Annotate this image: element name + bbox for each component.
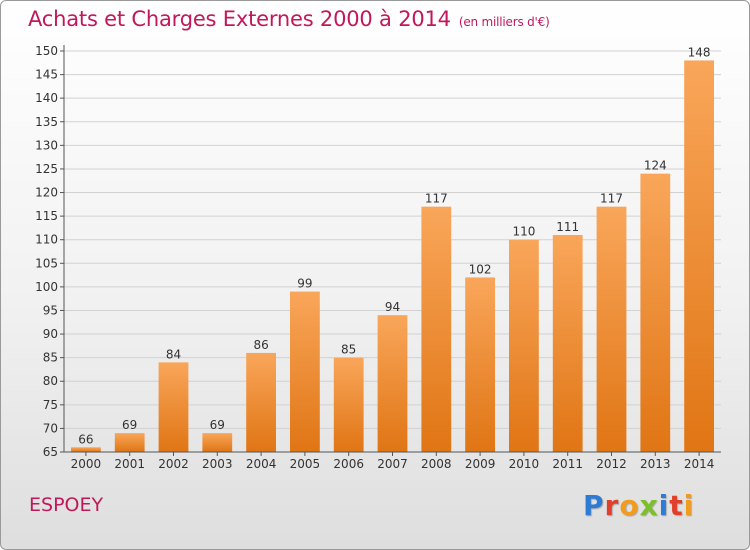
x-tick-label: 2009 (465, 457, 496, 471)
logo-letter: i (658, 489, 670, 522)
bar (333, 357, 364, 452)
bar-value-label: 117 (425, 192, 448, 206)
x-axis: 2000 2001 2002 2003 2004 2005 2006 2007 2008 2009… (64, 451, 721, 471)
bar (114, 433, 145, 452)
y-tick-label: 150 (35, 44, 58, 58)
bar (158, 362, 189, 452)
bar (640, 173, 671, 453)
bar-value-label: 66 (78, 432, 93, 446)
x-tick-label: 2002 (158, 457, 189, 471)
x-tick-label: 2001 (114, 457, 145, 471)
bar-value-label: 84 (166, 347, 181, 361)
logo-letter: t (669, 489, 684, 522)
logo-letter: o (619, 489, 640, 522)
y-tick-label: 110 (35, 233, 58, 247)
x-tick-label: 2005 (290, 457, 321, 471)
bar-value-label: 85 (341, 343, 356, 357)
bar (509, 239, 539, 452)
x-tick-label: 2013 (640, 457, 671, 471)
x-tick-label: 2007 (377, 457, 408, 471)
bars: 66 69 84 69 86 99 85 94 117 102 110 111 117 124 148 (71, 45, 714, 453)
logo-letter: x (639, 489, 659, 522)
bar-value-label: 69 (122, 418, 137, 432)
bar-value-label: 110 (512, 225, 535, 239)
y-tick-label: 130 (35, 138, 58, 152)
y-tick-label: 90 (43, 327, 58, 341)
y-tick-label: 140 (35, 91, 58, 105)
y-tick-label: 125 (35, 162, 58, 176)
y-tick-label: 100 (35, 280, 58, 294)
bar (202, 433, 233, 452)
bar (465, 277, 495, 452)
y-axis: 65 70 75 80 85 90 95 100 105 110 115 120 125 130 135 14… (35, 44, 65, 459)
y-tick-label: 145 (35, 68, 58, 82)
bar-value-label: 148 (688, 45, 711, 59)
y-tick-label: 95 (43, 303, 58, 317)
y-tick-label: 135 (35, 115, 58, 129)
bar-value-label: 124 (644, 159, 667, 173)
commune-name: ESPOEY (29, 494, 104, 516)
bar-value-label: 111 (556, 220, 579, 234)
bar-value-label: 86 (253, 338, 268, 352)
bar (290, 291, 320, 452)
chart-title: Achats et Charges Externes 2000 à 2014 (e… (28, 7, 550, 31)
y-tick-label: 75 (43, 398, 58, 412)
bar (421, 206, 452, 452)
bar (246, 352, 276, 452)
bar (552, 234, 583, 452)
chart-unit: (en milliers d'€) (458, 15, 550, 29)
bar-value-label: 102 (469, 262, 492, 276)
y-tick-label: 105 (35, 256, 58, 270)
bar-value-label: 117 (600, 192, 623, 206)
y-tick-label: 85 (43, 351, 58, 365)
y-tick-label: 70 (43, 421, 58, 435)
x-tick-label: 2010 (509, 457, 540, 471)
x-tick-label: 2000 (71, 457, 102, 471)
y-tick-label: 65 (43, 445, 58, 459)
y-tick-label: 115 (35, 209, 58, 223)
bar (596, 206, 627, 452)
bar-value-label: 94 (385, 300, 400, 314)
x-tick-label: 2006 (333, 457, 364, 471)
x-tick-label: 2012 (596, 457, 627, 471)
x-tick-label: 2003 (202, 457, 233, 471)
bar (71, 447, 101, 452)
bar (377, 315, 408, 452)
bar-value-label: 69 (210, 418, 225, 432)
chart-title-text: Achats et Charges Externes 2000 à 2014 (28, 7, 451, 31)
y-tick-label: 80 (43, 374, 58, 388)
logo-letter: i (683, 489, 695, 522)
proxiti-logo[interactable]: Proxiti (583, 489, 694, 522)
x-tick-label: 2004 (246, 457, 277, 471)
bar-value-label: 99 (297, 277, 312, 291)
y-tick-label: 120 (35, 186, 58, 200)
logo-letter: P (583, 489, 605, 522)
x-tick-label: 2008 (421, 457, 452, 471)
x-tick-label: 2011 (552, 457, 583, 471)
bar (684, 60, 714, 452)
x-tick-label: 2014 (684, 457, 715, 471)
logo-letter: r (604, 489, 620, 522)
